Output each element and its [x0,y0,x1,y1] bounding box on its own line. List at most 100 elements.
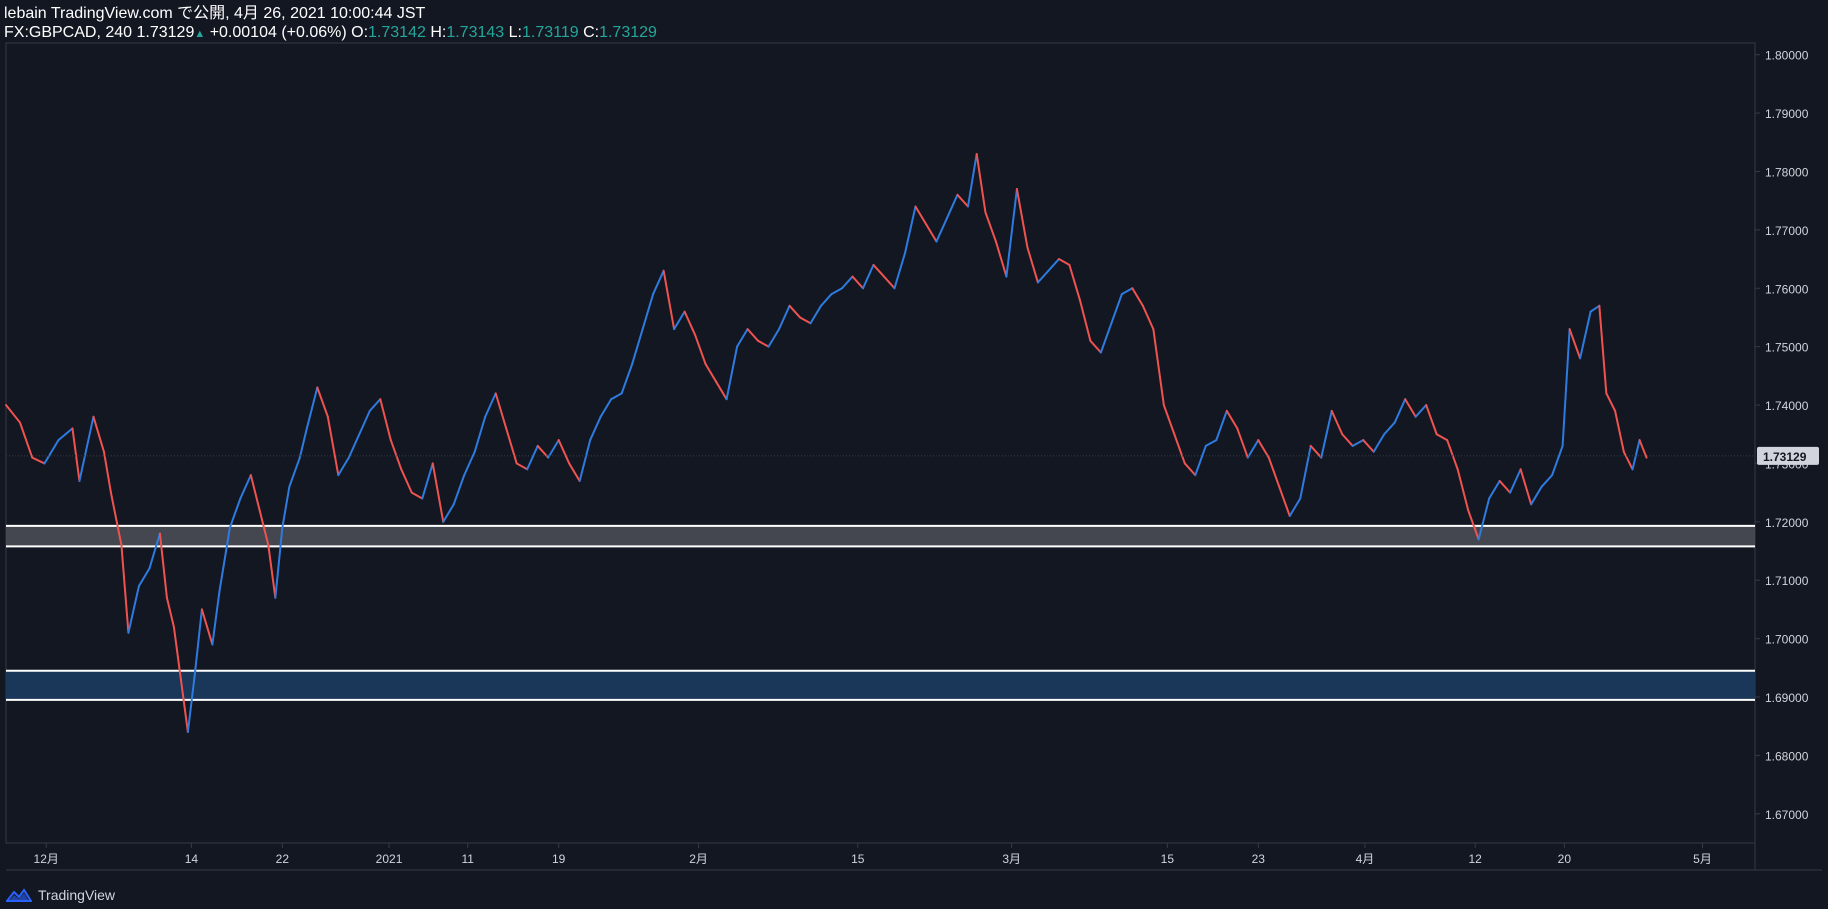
time-tick-label: 12月 [34,852,59,866]
price-segment [1488,479,1501,500]
chart-header: lebain TradingView.com で公開, 4月 26, 2021 … [4,4,657,44]
price-segment [1278,485,1291,517]
plot-frame [5,42,1756,844]
time-tick-label: 15 [851,852,865,866]
price-segment [165,596,175,628]
price-segment [218,526,231,593]
price-tick-label: 1.74000 [1765,399,1809,413]
price-segment [862,263,875,290]
price-segment [799,316,812,325]
price-segment [267,544,277,599]
ohlc-line: FX:GBPCAD, 240 1.73129▲ +0.00104 (+0.06%… [4,23,657,44]
high-value: 1.73143 [446,24,505,41]
price-segment [1215,409,1228,442]
close-value: 1.73129 [599,24,657,41]
price-tick-label: 1.69000 [1765,691,1809,705]
price-segment [620,363,634,395]
price-segment [1015,187,1029,249]
price-segment [1638,439,1648,459]
price-segment [841,275,854,290]
price-segment [1330,409,1344,436]
price-segment [92,415,105,453]
price-segment [494,392,508,430]
price-segment [1631,439,1641,471]
price-segment [463,450,476,477]
price-segment [1589,304,1601,313]
price-segment [568,462,581,482]
price-segment [1204,439,1218,447]
price-segment [1246,439,1260,459]
price-segment [1435,433,1449,442]
time-tick-label: 4月 [1356,852,1375,866]
price-segment [715,380,728,401]
price-segment [1131,287,1144,307]
price-segment [1341,433,1354,447]
price-tick-label: 1.77000 [1765,224,1809,238]
price-segment [274,526,284,599]
price-segment [1383,421,1396,436]
price-segment [578,439,592,482]
price-tick-label: 1.79000 [1765,107,1809,121]
time-tick-label: 5月 [1693,852,1712,866]
price-segment [893,252,906,290]
price-segment [975,152,987,214]
price-segment [431,462,445,523]
price-segment [1288,497,1302,517]
price-segment [914,205,927,226]
price-segment [1598,304,1608,395]
price-segment [1540,474,1554,488]
price-segment [1036,269,1050,284]
price-segment [1425,404,1438,436]
price-segment [1141,304,1155,331]
price-segment [148,532,161,570]
price-segment [736,328,749,348]
price-segment [193,608,203,675]
price-chart[interactable]: 1.80000 1.79000 1.78000 1.77000 1.76000 1.750… [0,0,1828,880]
price-segment [228,497,242,529]
price-segment [368,398,382,412]
price-segment [484,392,497,418]
close-label: C: [583,24,600,41]
price-segment [18,421,34,459]
footer: TradingView [6,887,115,903]
low-value: 1.73119 [521,24,579,41]
price-segment [673,310,686,331]
price-segment [1579,310,1592,360]
change-value: +0.00104 (+0.06%) [209,24,347,41]
up-arrow-icon: ▲ [194,28,206,40]
high-label: H: [430,24,447,41]
time-tick-label: 19 [552,852,566,866]
price-segment [830,287,844,296]
price-segment [725,345,739,401]
price-segment [994,240,1008,278]
time-tick-label: 15 [1161,852,1175,866]
price-segment [389,439,403,471]
price-segment [903,205,917,255]
price-segment [347,433,361,459]
price-segment [258,509,270,547]
price-segment [1614,409,1625,453]
price-segment [473,415,487,453]
price-segment [1372,433,1386,453]
time-tick-label: 14 [185,852,199,866]
price-segment [641,293,655,331]
price-segment [71,427,81,482]
price-segment [31,456,46,465]
price-segment [631,328,644,366]
price-segment [1267,456,1281,488]
price-segment [589,415,602,442]
price-segment [186,672,196,734]
price-segment [820,293,833,307]
price-segment [326,415,340,477]
price-segment [337,456,350,477]
price-segment [872,263,885,278]
price-segment [78,415,95,482]
time-tick-label: 11 [462,852,475,866]
price-segment [1236,427,1249,459]
tradingview-logo-icon [6,888,32,902]
price-segment [757,339,770,348]
price-segment [305,386,319,430]
price-segment [239,474,252,500]
price-segment [1498,479,1512,494]
time-tick-label: 3月 [1002,852,1021,866]
